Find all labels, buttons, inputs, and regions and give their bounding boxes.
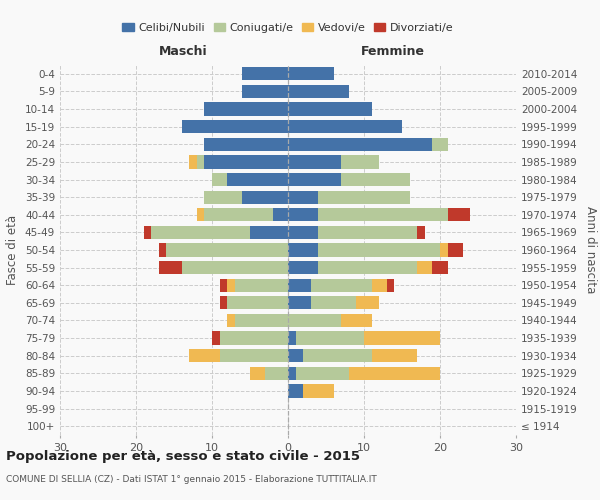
Bar bbox=[288, 156, 341, 168]
Bar bbox=[250, 226, 288, 239]
Bar bbox=[417, 226, 425, 239]
Bar bbox=[311, 278, 371, 292]
Bar bbox=[182, 120, 288, 134]
Y-axis label: Fasce di età: Fasce di età bbox=[7, 215, 19, 285]
Bar bbox=[341, 314, 371, 327]
Bar bbox=[288, 349, 303, 362]
Bar bbox=[235, 314, 288, 327]
Bar bbox=[205, 208, 273, 222]
Text: COMUNE DI SELLIA (CZ) - Dati ISTAT 1° gennaio 2015 - Elaborazione TUTTITALIA.IT: COMUNE DI SELLIA (CZ) - Dati ISTAT 1° ge… bbox=[6, 475, 377, 484]
Bar bbox=[288, 102, 371, 116]
Bar bbox=[288, 332, 296, 344]
Bar bbox=[356, 296, 379, 310]
Bar bbox=[303, 349, 371, 362]
Text: Maschi: Maschi bbox=[159, 44, 208, 58]
Bar bbox=[212, 173, 227, 186]
Bar bbox=[364, 332, 440, 344]
Bar bbox=[433, 138, 448, 151]
Bar bbox=[288, 261, 319, 274]
Bar bbox=[212, 332, 220, 344]
Bar bbox=[242, 85, 288, 98]
Bar bbox=[151, 226, 250, 239]
Bar bbox=[227, 314, 235, 327]
Bar bbox=[227, 278, 235, 292]
Bar bbox=[220, 332, 288, 344]
Bar bbox=[220, 296, 227, 310]
Bar bbox=[197, 208, 205, 222]
Bar bbox=[288, 296, 311, 310]
Bar bbox=[288, 85, 349, 98]
Bar bbox=[440, 244, 448, 256]
Bar bbox=[189, 156, 197, 168]
Bar bbox=[288, 138, 433, 151]
Bar bbox=[205, 138, 288, 151]
Bar bbox=[341, 173, 410, 186]
Bar bbox=[319, 190, 410, 204]
Bar bbox=[166, 244, 288, 256]
Bar bbox=[220, 349, 288, 362]
Bar bbox=[319, 208, 448, 222]
Bar bbox=[303, 384, 334, 398]
Bar bbox=[159, 244, 166, 256]
Bar bbox=[242, 67, 288, 80]
Legend: Celibi/Nubili, Coniugati/e, Vedovi/e, Divorziati/e: Celibi/Nubili, Coniugati/e, Vedovi/e, Di… bbox=[118, 19, 458, 38]
Bar bbox=[288, 314, 341, 327]
Bar bbox=[448, 208, 470, 222]
Bar bbox=[448, 244, 463, 256]
Bar bbox=[288, 244, 319, 256]
Bar bbox=[288, 67, 334, 80]
Bar bbox=[371, 349, 417, 362]
Bar bbox=[288, 384, 303, 398]
Text: Popolazione per età, sesso e stato civile - 2015: Popolazione per età, sesso e stato civil… bbox=[6, 450, 360, 463]
Bar bbox=[319, 226, 417, 239]
Bar bbox=[349, 366, 440, 380]
Bar bbox=[242, 190, 288, 204]
Bar bbox=[182, 261, 288, 274]
Bar bbox=[197, 156, 205, 168]
Bar bbox=[288, 120, 402, 134]
Bar bbox=[273, 208, 288, 222]
Bar bbox=[288, 366, 296, 380]
Bar bbox=[311, 296, 356, 310]
Bar bbox=[205, 102, 288, 116]
Bar bbox=[265, 366, 288, 380]
Bar bbox=[288, 190, 319, 204]
Bar bbox=[250, 366, 265, 380]
Bar bbox=[159, 261, 182, 274]
Bar bbox=[227, 296, 288, 310]
Bar bbox=[319, 244, 440, 256]
Y-axis label: Anni di nascita: Anni di nascita bbox=[584, 206, 597, 294]
Bar bbox=[288, 278, 311, 292]
Bar bbox=[296, 332, 364, 344]
Bar bbox=[288, 208, 319, 222]
Bar bbox=[296, 366, 349, 380]
Bar bbox=[288, 173, 341, 186]
Bar bbox=[433, 261, 448, 274]
Bar bbox=[205, 156, 288, 168]
Bar bbox=[371, 278, 387, 292]
Bar bbox=[319, 261, 417, 274]
Bar bbox=[387, 278, 394, 292]
Bar bbox=[143, 226, 151, 239]
Bar bbox=[341, 156, 379, 168]
Bar bbox=[205, 190, 242, 204]
Bar bbox=[220, 278, 227, 292]
Bar bbox=[227, 173, 288, 186]
Bar bbox=[417, 261, 433, 274]
Bar bbox=[189, 349, 220, 362]
Bar bbox=[235, 278, 288, 292]
Bar bbox=[288, 226, 319, 239]
Text: Femmine: Femmine bbox=[361, 44, 425, 58]
